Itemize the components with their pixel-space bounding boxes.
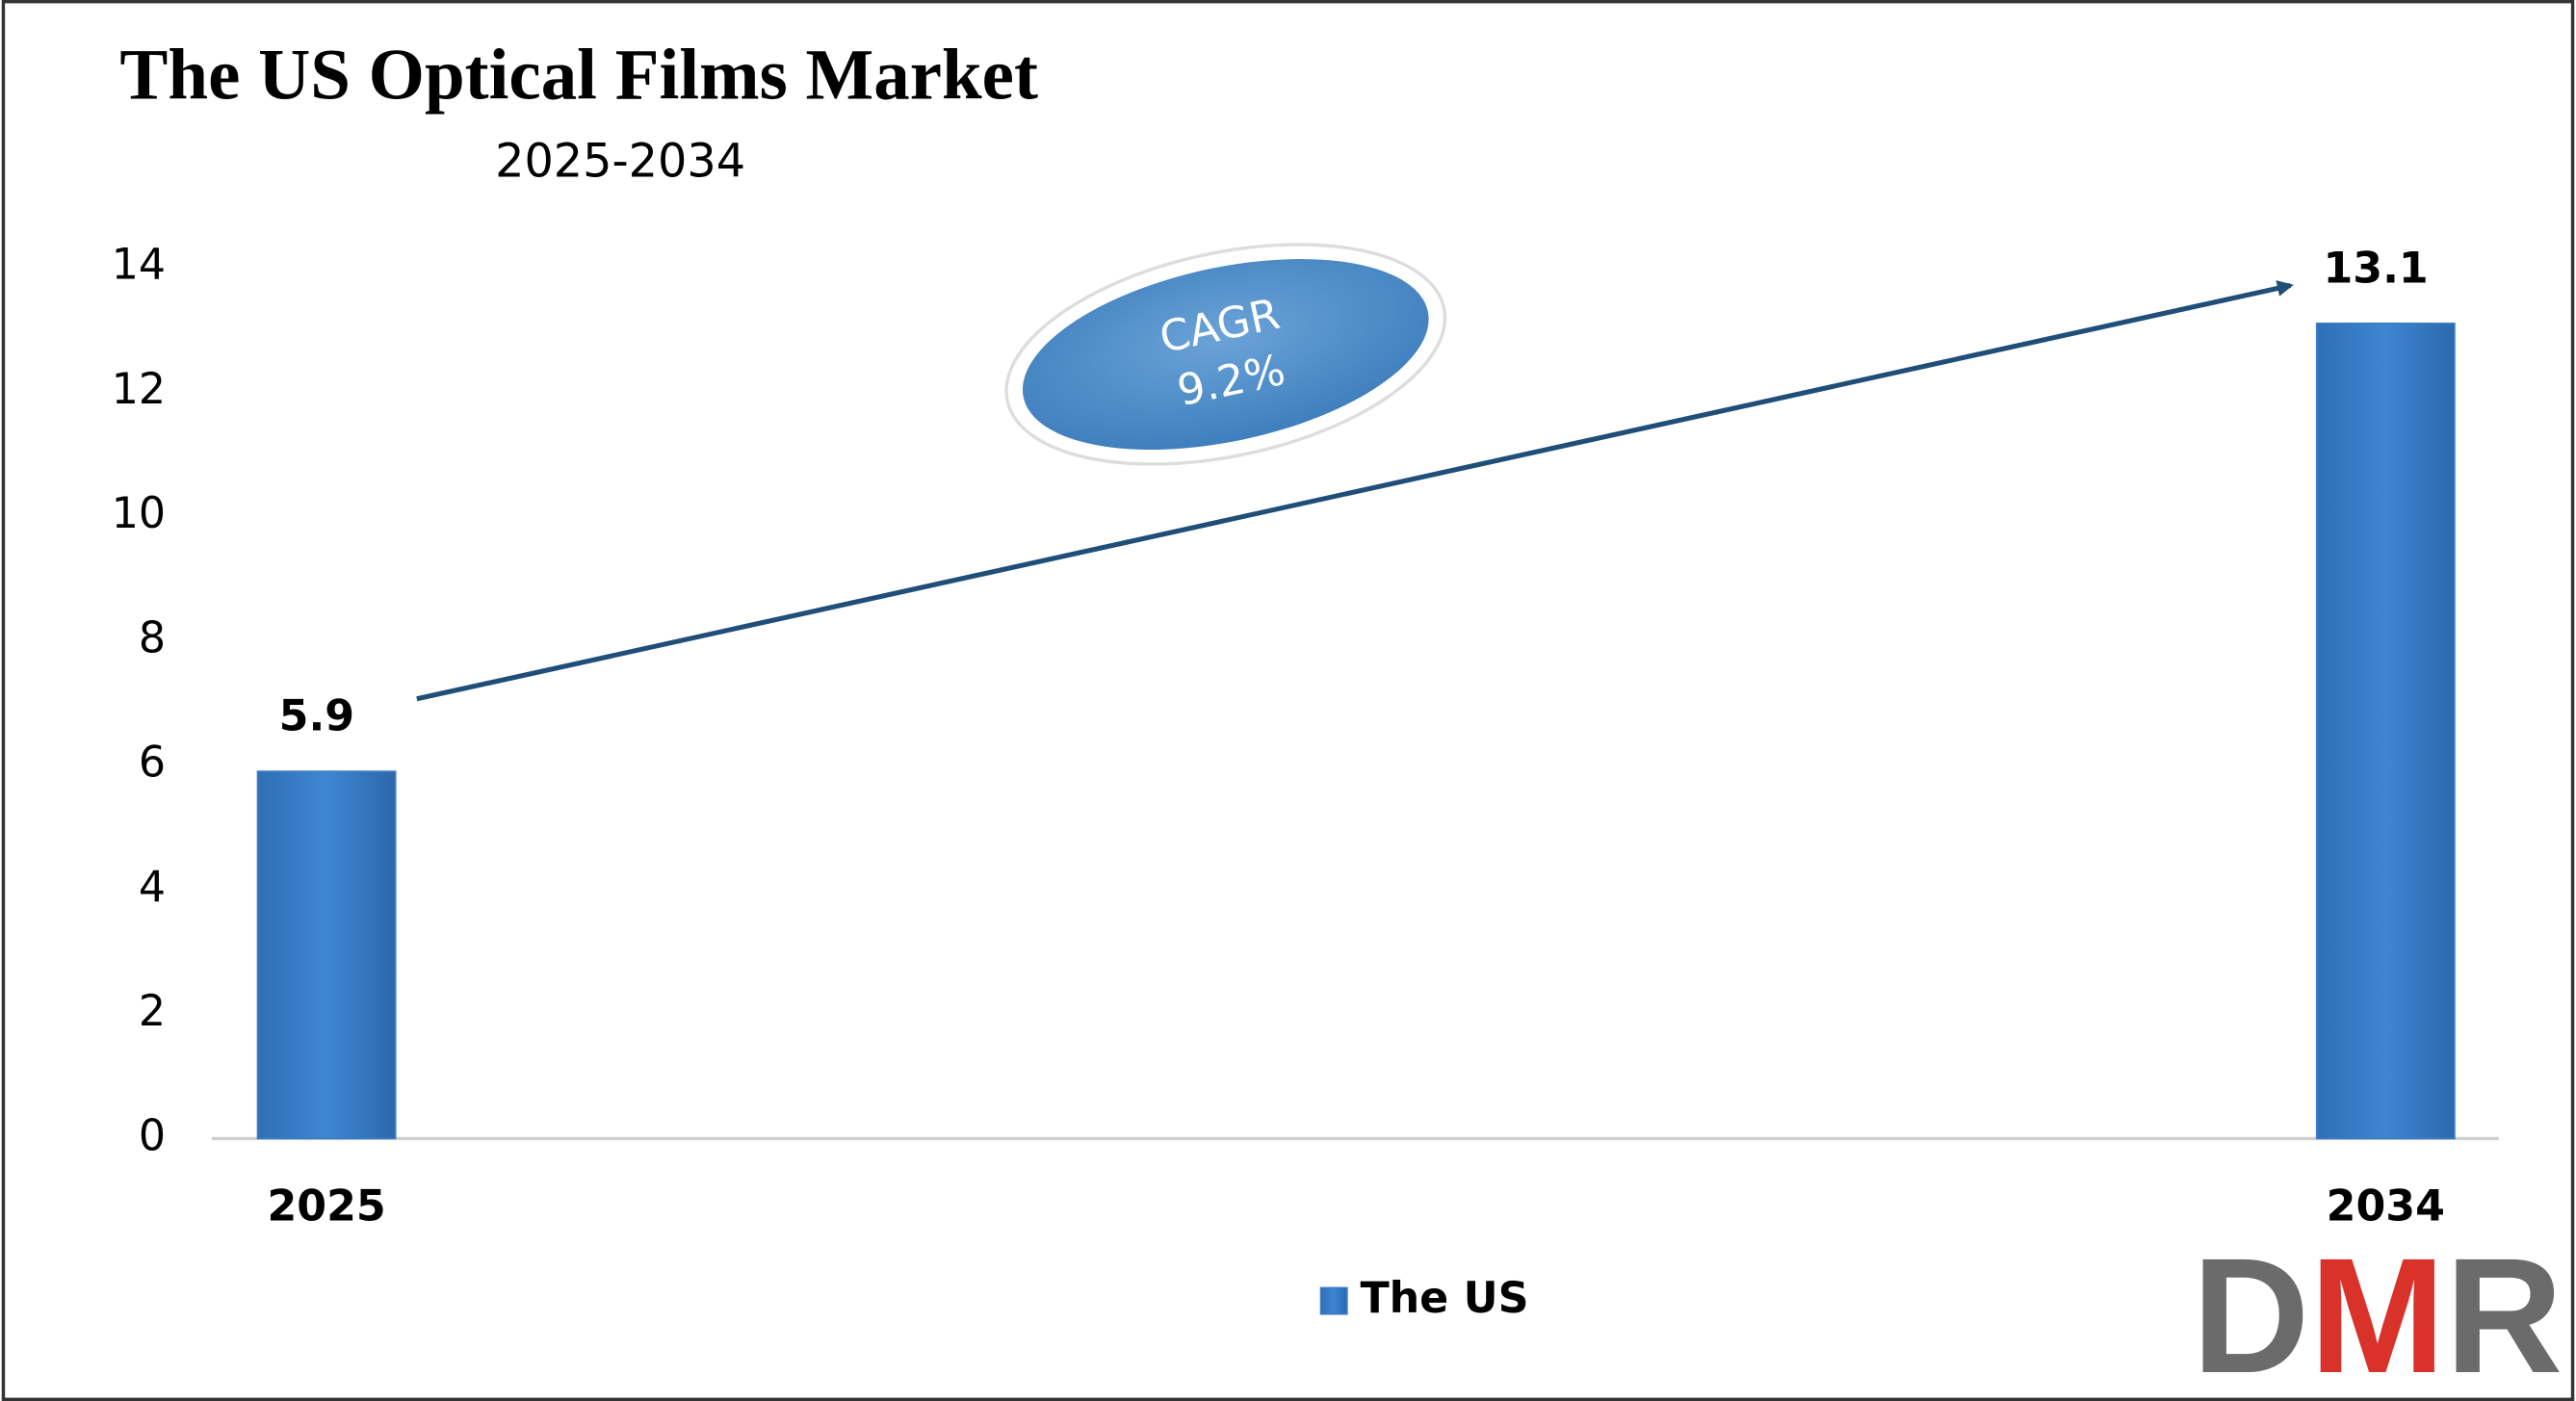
value-label: 5.9 — [279, 692, 354, 741]
y-tick-label: 12 — [112, 365, 166, 414]
x-tick-label: 2025 — [267, 1182, 385, 1232]
y-tick-label: 6 — [139, 739, 166, 788]
trend-arrow — [416, 280, 2294, 702]
chart-subtitle: 2025-2034 — [495, 135, 745, 188]
y-tick-label: 14 — [112, 241, 166, 290]
bar — [256, 770, 397, 1140]
chart-title: The US Optical Films Market — [119, 35, 1038, 115]
y-tick-label: 10 — [112, 489, 166, 538]
y-tick-label: 4 — [139, 863, 166, 912]
legend-label: The US — [1360, 1274, 1528, 1323]
bar — [2315, 323, 2456, 1140]
y-tick-label: 8 — [139, 613, 166, 662]
value-label: 13.1 — [2323, 244, 2428, 293]
y-tick-label: 0 — [139, 1111, 166, 1160]
x-tick-label: 2034 — [2327, 1182, 2445, 1232]
y-tick-label: 2 — [139, 987, 166, 1036]
cagr-badge: CAGR 9.2% — [1004, 243, 1447, 466]
legend-swatch — [1319, 1286, 1348, 1315]
logo: DMR — [2192, 1225, 2563, 1401]
badge-fill — [1022, 259, 1429, 450]
